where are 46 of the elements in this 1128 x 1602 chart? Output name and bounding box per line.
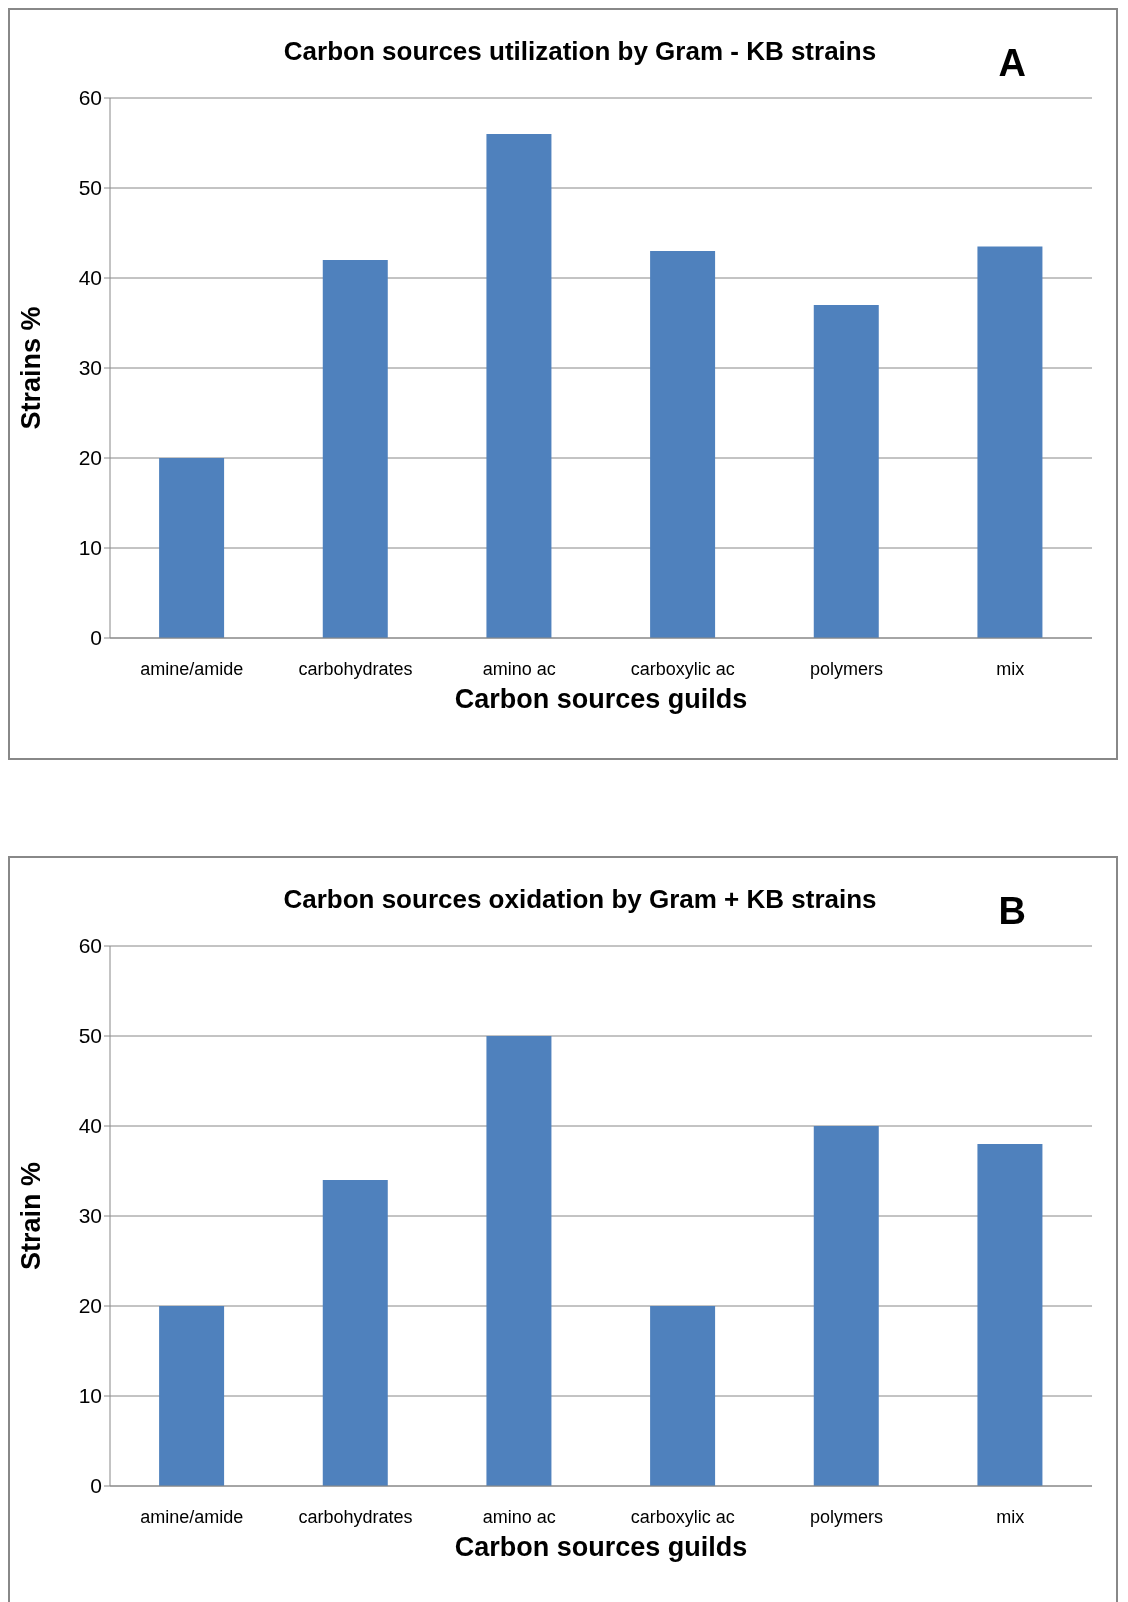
bar <box>486 134 552 638</box>
y-tick-label: 0 <box>90 626 102 650</box>
x-tick-label: amine/amide <box>140 658 244 679</box>
x-tick-label: mix <box>996 658 1025 679</box>
x-tick-label: carbohydrates <box>298 658 413 679</box>
y-axis-title: Strains % <box>15 306 46 430</box>
x-tick-label: polymers <box>809 1506 884 1527</box>
x-axis-title: Carbon sources guilds <box>454 684 748 714</box>
y-tick-label: 10 <box>78 1384 102 1408</box>
y-tick-label: 40 <box>78 1114 102 1138</box>
x-tick-label: carboxylic ac <box>630 658 735 679</box>
y-tick-label: 20 <box>78 446 102 470</box>
y-tick-label: 50 <box>78 1024 102 1048</box>
y-tick-label: 30 <box>78 1204 102 1228</box>
chart-title: Carbon sources oxidation by Gram + KB strains <box>283 884 877 914</box>
y-tick-label: 30 <box>78 356 102 380</box>
x-tick-label: amine/amide <box>140 1506 244 1527</box>
bar <box>977 246 1043 638</box>
text: A <box>998 42 1026 85</box>
x-axis-title: Carbon sources guilds <box>454 1532 748 1562</box>
bar <box>813 305 879 638</box>
x-tick-label: amino ac <box>482 1506 556 1527</box>
y-tick-label: 60 <box>78 86 102 110</box>
y-tick-label: 40 <box>78 266 102 290</box>
x-tick-label: mix <box>996 1506 1025 1527</box>
x-tick-label: amino ac <box>482 658 556 679</box>
bar <box>813 1126 879 1486</box>
chart-title: Carbon sources utilization by Gram - KB strains <box>283 36 877 66</box>
y-axis-title: Strain % <box>15 1161 46 1271</box>
bar <box>322 1180 388 1486</box>
y-tick-label: 50 <box>78 176 102 200</box>
y-tick-label: 0 <box>90 1474 102 1498</box>
y-tick-label: 10 <box>78 536 102 560</box>
y-tick-label: 60 <box>78 934 102 958</box>
bar <box>159 458 225 638</box>
x-tick-label: carbohydrates <box>298 1506 413 1527</box>
bar <box>650 1306 716 1486</box>
y-tick-label: 20 <box>78 1294 102 1318</box>
x-tick-label: polymers <box>809 658 884 679</box>
bar <box>486 1036 552 1486</box>
x-tick-label: carboxylic ac <box>630 1506 735 1527</box>
bar <box>977 1144 1043 1486</box>
text: B <box>998 890 1026 933</box>
bar <box>322 260 388 638</box>
bar <box>650 251 716 638</box>
bar <box>159 1306 225 1486</box>
